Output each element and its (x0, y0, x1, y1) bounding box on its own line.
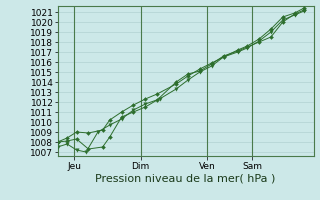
X-axis label: Pression niveau de la mer( hPa ): Pression niveau de la mer( hPa ) (95, 173, 276, 183)
